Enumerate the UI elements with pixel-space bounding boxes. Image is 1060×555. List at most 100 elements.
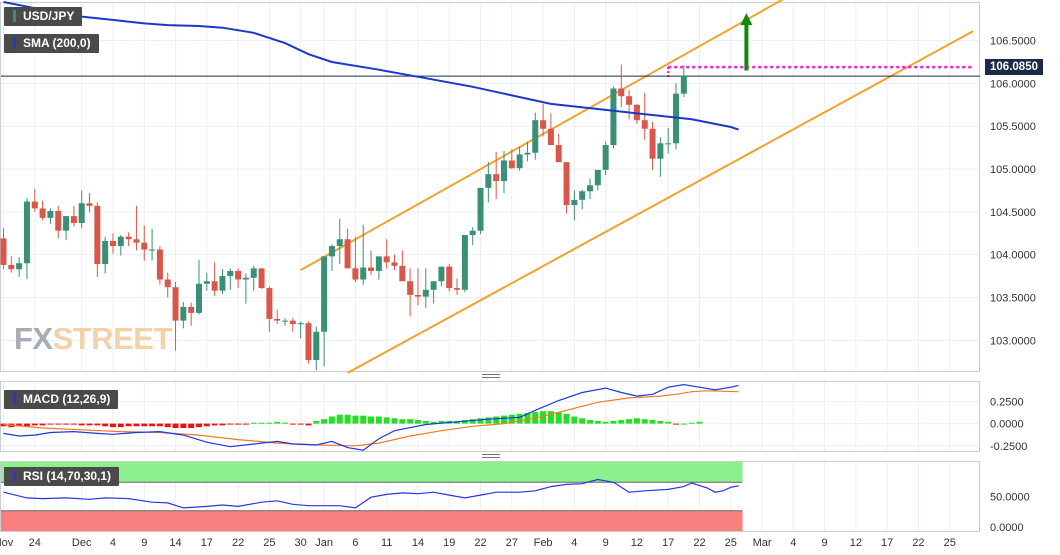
macd-histogram-bar	[610, 420, 617, 424]
macd-badge[interactable]: MACD (12,26,9)	[4, 390, 119, 409]
channel-lower-line	[347, 30, 974, 374]
macd-histogram-bar	[250, 422, 257, 424]
macd-histogram-bar	[258, 422, 265, 424]
macd-histogram-bar	[641, 419, 648, 424]
price-tick-label: 105.5000	[990, 121, 1036, 133]
candle-body	[657, 143, 664, 159]
date-tick-label: 14	[169, 537, 181, 549]
macd-histogram-bar	[266, 422, 273, 424]
candle-body	[313, 331, 320, 361]
date-tick-label: 11	[381, 537, 392, 549]
candle-body	[70, 216, 77, 223]
date-tick-label: 9	[141, 537, 147, 549]
candle-body	[446, 266, 453, 289]
symbol-badge[interactable]: USD/JPY	[4, 7, 83, 26]
candle-body	[180, 306, 187, 321]
candle-body	[391, 262, 398, 266]
candle-body	[430, 281, 437, 290]
candle-body	[78, 203, 85, 223]
candle-body	[547, 128, 554, 146]
macd-histogram-bar	[688, 422, 695, 424]
fxstreet-logo: FXSTREET	[14, 321, 172, 357]
candle-body	[39, 208, 46, 218]
rsi-oversold-zone	[1, 510, 743, 531]
candle-body	[563, 162, 570, 205]
candle-body	[336, 239, 343, 247]
candle-body	[282, 320, 289, 322]
candle-body	[407, 281, 414, 295]
candle-body	[94, 205, 101, 265]
macd-histogram-bar	[235, 423, 242, 425]
candle-body	[117, 236, 124, 247]
macd-histogram-bar	[274, 421, 281, 424]
macd-histogram-bar	[133, 423, 140, 427]
macd-histogram-bar	[407, 419, 414, 424]
macd-histogram-bar	[430, 421, 437, 424]
candle-body	[375, 256, 382, 271]
macd-histogram-bar	[414, 420, 421, 424]
macd-histogram-bar	[508, 414, 515, 424]
date-tick-label: 24	[29, 537, 41, 549]
macd-histogram-bar	[305, 423, 312, 426]
candle-body	[555, 145, 562, 163]
macd-histogram-bar	[665, 421, 672, 424]
date-tick-label: 22	[912, 537, 924, 549]
candle-body	[524, 152, 531, 155]
candle-body	[125, 236, 132, 240]
last-price-tag: 106.0850	[985, 59, 1043, 75]
candle-body	[188, 306, 195, 313]
macd-label: MACD (12,26,9)	[23, 392, 111, 406]
macd-histogram-bar	[47, 423, 54, 425]
candle-body	[55, 210, 62, 231]
rsi-badge[interactable]: RSI (14,70,30,1)	[4, 467, 120, 486]
sma-badge[interactable]: SMA (200,0)	[4, 34, 99, 53]
macd-histogram-bar	[540, 411, 547, 424]
macd-histogram-bar	[461, 420, 468, 424]
candle-body	[164, 279, 171, 288]
macd-histogram-bar	[70, 423, 77, 425]
candle-body	[399, 265, 406, 282]
candle-body	[571, 199, 578, 205]
macd-histogram-bar	[117, 423, 124, 428]
macd-histogram-bar	[289, 423, 296, 425]
candle-body	[102, 240, 109, 265]
macd-histogram-bar	[180, 423, 187, 429]
macd-histogram-bar	[219, 423, 226, 426]
macd-histogram-bar	[438, 420, 445, 424]
candle-body	[352, 268, 359, 280]
candle-body	[602, 145, 609, 170]
macd-histogram-bar	[477, 418, 484, 424]
candle-body	[649, 128, 656, 159]
candle-body	[305, 323, 312, 361]
candle-body	[469, 230, 476, 235]
date-tick-label: Dec	[72, 537, 92, 549]
price-tick-label: 106.5000	[990, 36, 1036, 48]
macd-histogram-bar	[657, 420, 664, 424]
candle-body	[211, 281, 218, 291]
candle-body	[360, 267, 367, 280]
candle-body	[610, 88, 617, 146]
macd-histogram-bar	[196, 423, 202, 428]
date-tick-label: 17	[201, 537, 213, 549]
date-tick-label: 22	[474, 537, 486, 549]
macd-swatch	[13, 393, 16, 405]
macd-histogram-bar	[469, 419, 476, 424]
macd-histogram-bar	[696, 421, 703, 424]
macd-histogram-bar	[555, 412, 562, 424]
candle-body	[665, 143, 672, 145]
candle-body	[414, 294, 421, 297]
macd-histogram-bar	[203, 423, 210, 427]
candle-body	[86, 203, 93, 206]
candle-body	[321, 256, 328, 332]
candle-body	[23, 201, 30, 264]
candle-body	[266, 288, 273, 319]
candle-body	[493, 174, 500, 182]
candle-body	[680, 75, 687, 94]
macd-histogram-bar	[547, 411, 554, 424]
candle-body	[587, 185, 593, 192]
macd-histogram-bar	[493, 416, 500, 424]
price-tick-label: 103.0000	[990, 335, 1036, 347]
candle-body	[579, 191, 586, 200]
candle-body	[133, 239, 140, 243]
bullish-arrow-head	[740, 13, 753, 26]
